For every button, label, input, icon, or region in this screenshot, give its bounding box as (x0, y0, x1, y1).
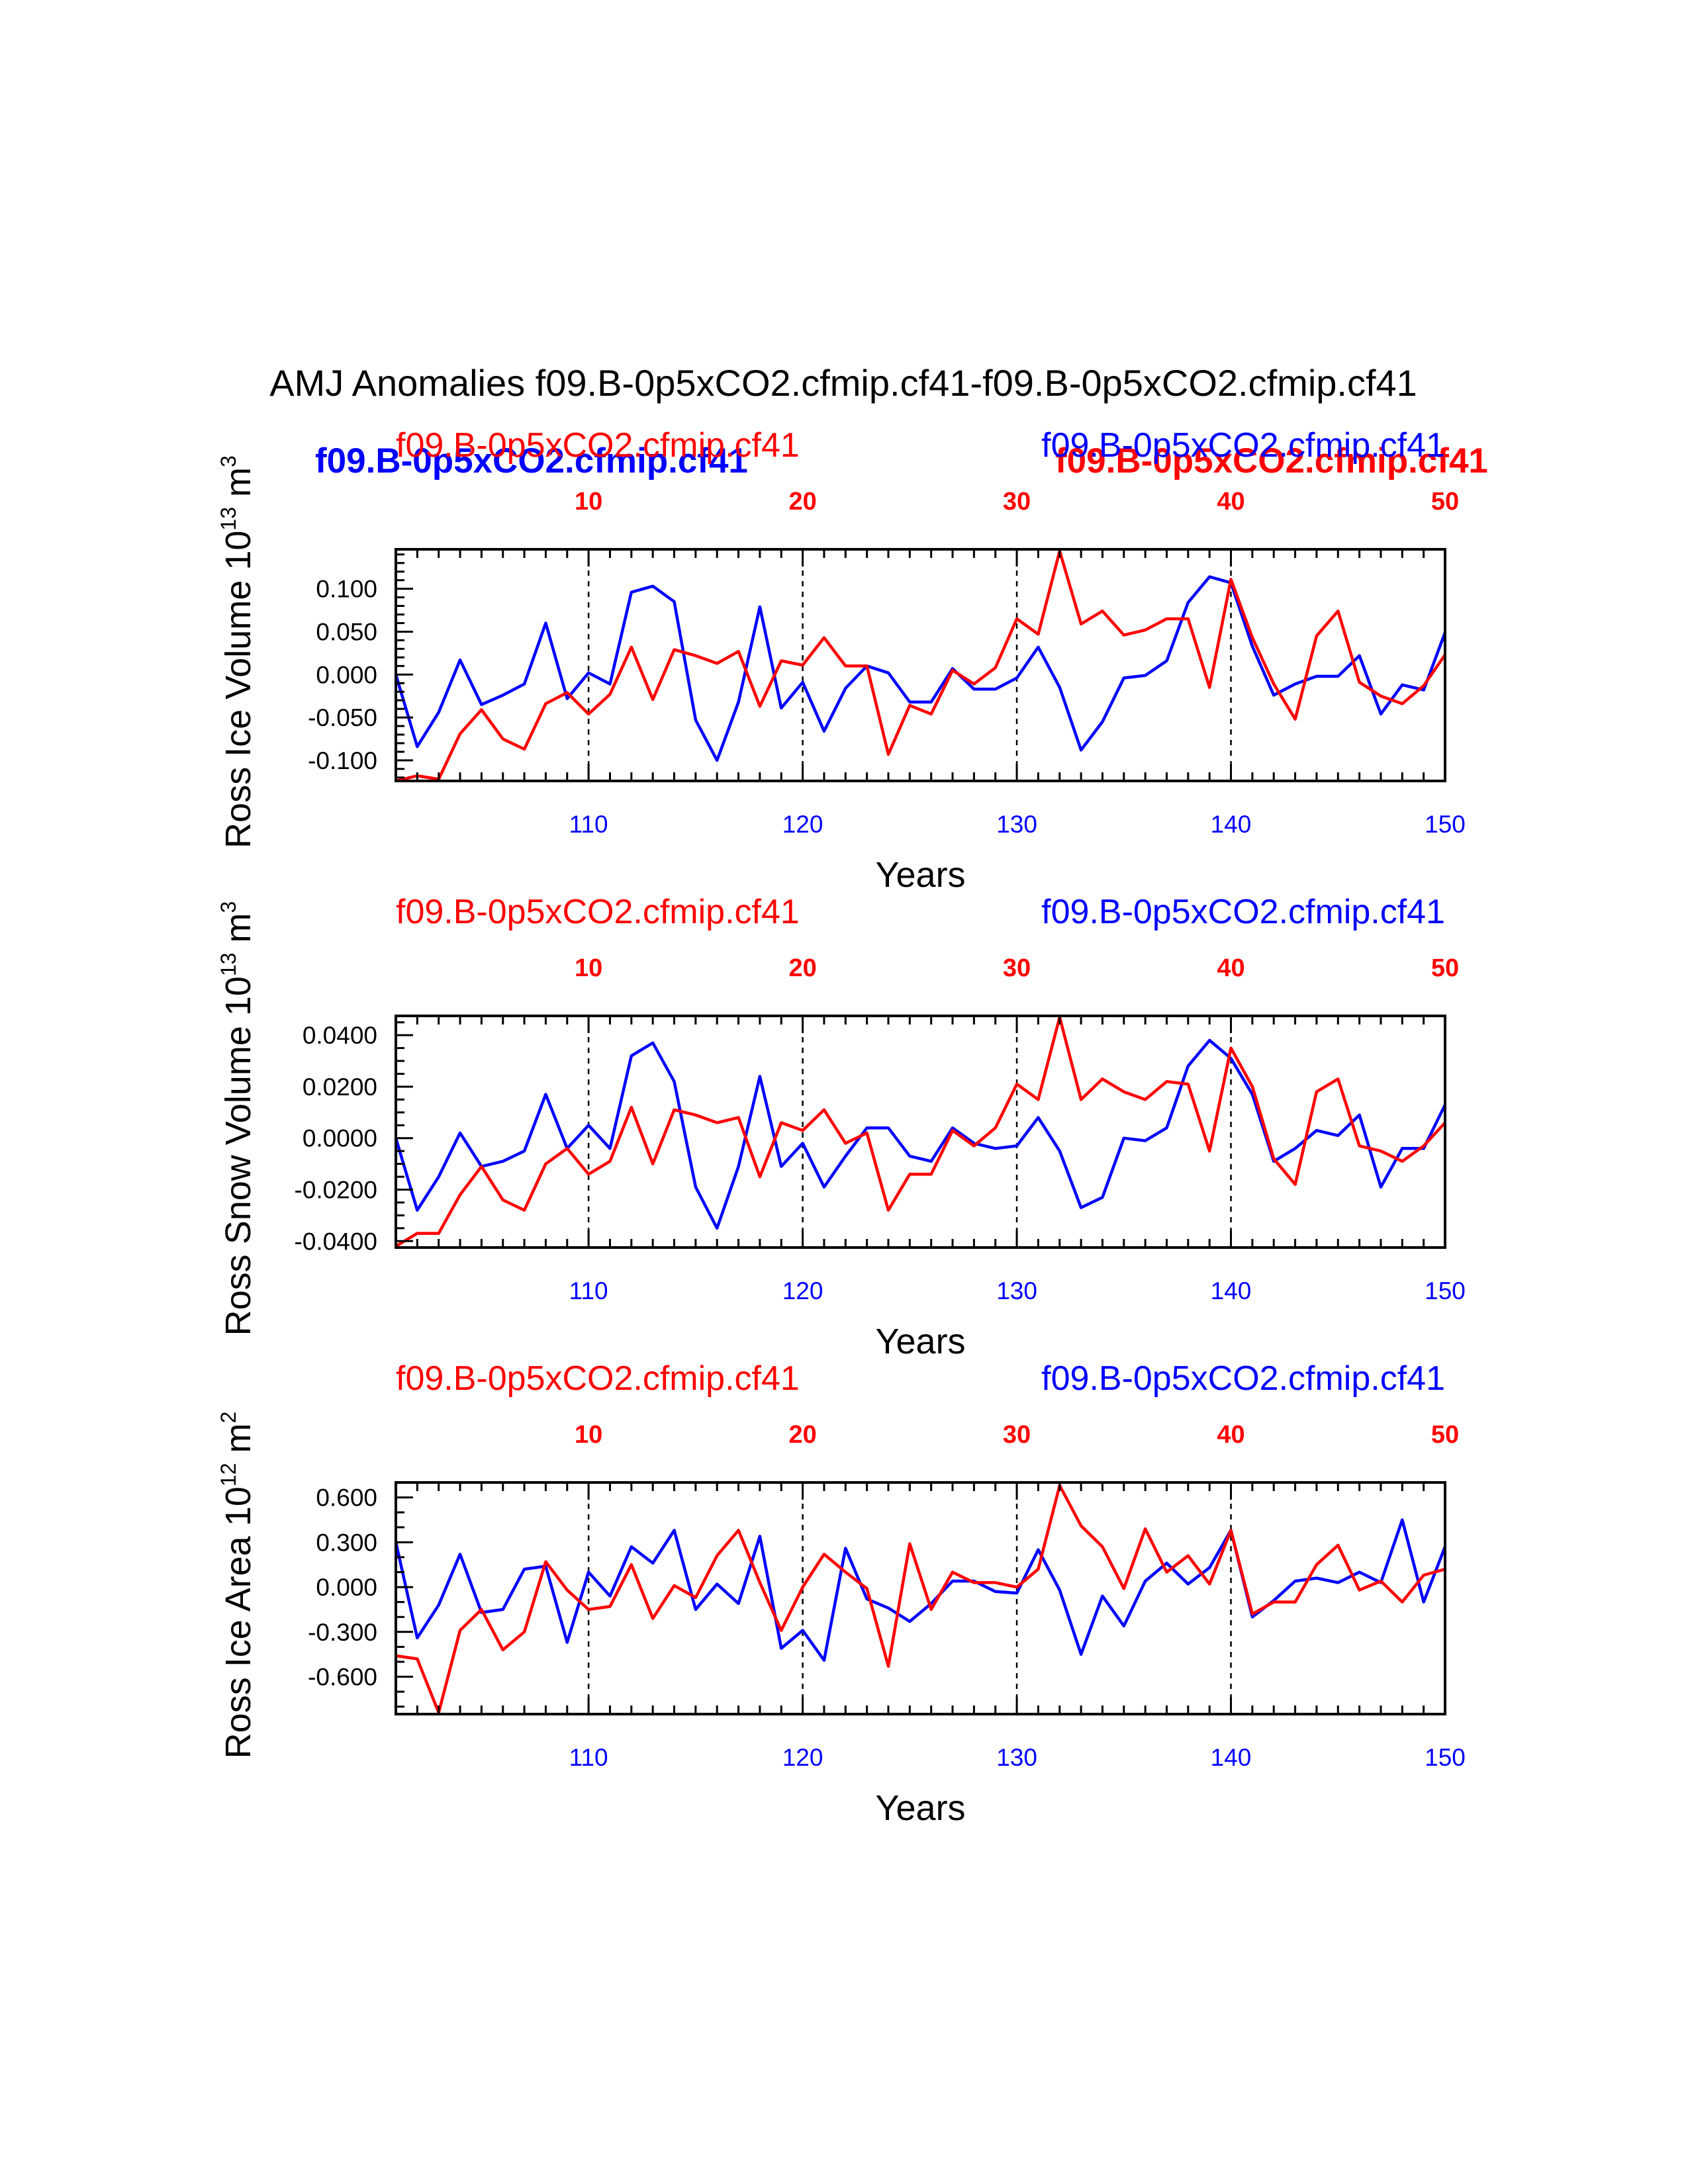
y-tick-label: 0.0000 (303, 1125, 377, 1152)
x-tick-label: 130 (996, 1277, 1037, 1304)
top-tick-label: 40 (1217, 954, 1244, 982)
x-axis-title: Years (875, 1322, 965, 1361)
y-tick-label: -0.050 (308, 704, 377, 731)
y-axis-title-exponent: 13 (216, 952, 240, 976)
y-tick-label: -0.0400 (295, 1228, 378, 1255)
top-label-left: f09.B-0p5xCO2.cfmip.cf41 (396, 1359, 800, 1398)
top-label-right: f09.B-0p5xCO2.cfmip.cf41 (1041, 426, 1445, 465)
top-label-left: f09.B-0p5xCO2.cfmip.cf41 (396, 893, 800, 931)
plot-frame (395, 1481, 1446, 1715)
series-line (395, 549, 1446, 783)
series-line (394, 1518, 1447, 1662)
y-tick-label: 0.100 (316, 576, 377, 603)
top-tick-label: 50 (1431, 954, 1459, 982)
series-line (394, 1038, 1447, 1230)
top-tick-label: 50 (1431, 1421, 1459, 1449)
x-axis-title: Years (875, 855, 965, 895)
top-tick-label: 20 (788, 488, 816, 516)
y-tick-label: -0.300 (308, 1619, 377, 1646)
y-tick-label: -0.100 (308, 747, 377, 774)
x-tick-label: 120 (782, 1744, 823, 1771)
y-axis-title-main: Ross Snow Volume 10 (218, 976, 258, 1336)
top-tick-label: 20 (788, 954, 816, 982)
x-tick-label: 140 (1211, 1744, 1252, 1771)
x-axis-title: Years (875, 1788, 965, 1828)
y-tick-label: 0.0200 (303, 1073, 377, 1101)
top-tick-label: 10 (575, 488, 602, 516)
x-tick-label: 140 (1211, 811, 1252, 838)
chart-panel-ross-snow-volume: 110 120 130 140 150 10 20 30 40 50 -0.0400 -0.0200 0… (216, 893, 1466, 1361)
top-tick-label: 30 (1003, 1421, 1031, 1449)
y-tick-label: -0.600 (308, 1664, 377, 1691)
series-line (395, 1484, 1446, 1714)
top-tick-label: 20 (788, 1421, 816, 1449)
y-tick-label: 0.050 (316, 618, 377, 645)
y-tick-label: 0.0400 (303, 1022, 377, 1049)
x-tick-label: 110 (569, 1277, 608, 1304)
chart-panel-ross-ice-area: 110 120 130 140 150 10 20 30 40 50 -0.600 -0.300 0.0… (216, 1359, 1466, 1828)
y-axis-title: Ross Ice Volume 1013 m3 (216, 455, 258, 848)
x-tick-label: 150 (1425, 1744, 1466, 1771)
top-label-right: f09.B-0p5xCO2.cfmip.cf41 (1041, 893, 1445, 931)
plot-frame (395, 548, 1446, 782)
figure-title: AMJ Anomalies f09.B-0p5xCO2.cfmip.cf41-f… (269, 362, 1417, 404)
top-tick-label: 40 (1217, 488, 1244, 516)
y-axis-title-unit: m (218, 467, 258, 507)
y-tick-label: 0.000 (316, 661, 377, 688)
top-tick-label: 50 (1431, 488, 1459, 516)
y-axis-title-exponent: 13 (216, 507, 240, 531)
top-tick-label: 10 (575, 954, 602, 982)
panels: 110 120 130 140 150 10 20 30 40 50 -0.100 -0.050 0.0… (216, 426, 1466, 1828)
x-tick-label: 120 (782, 811, 823, 838)
y-axis-title: Ross Snow Volume 1013 m3 (216, 901, 258, 1336)
y-axis-title-unit: m (218, 913, 258, 952)
y-axis-title-unit-exponent: 2 (216, 1412, 240, 1424)
top-tick-label: 30 (1003, 488, 1031, 516)
series-line (394, 575, 1447, 762)
y-tick-label: 0.000 (316, 1574, 377, 1601)
y-axis-title-unit-exponent: 3 (216, 901, 240, 913)
y-tick-label: 0.600 (316, 1484, 377, 1512)
x-tick-label: 130 (996, 1744, 1037, 1771)
top-label-left: f09.B-0p5xCO2.cfmip.cf41 (396, 426, 800, 465)
y-axis-title: Ross Ice Area 1012 m2 (216, 1412, 258, 1759)
chart-panel-ross-ice-volume: 110 120 130 140 150 10 20 30 40 50 -0.100 -0.050 0.0… (216, 426, 1466, 895)
x-tick-label: 120 (782, 1277, 823, 1304)
y-tick-label: -0.0200 (295, 1177, 378, 1204)
y-axis-title-main: Ross Ice Volume 10 (218, 531, 258, 848)
y-axis-title-unit: m (218, 1423, 258, 1463)
x-tick-label: 140 (1211, 1277, 1252, 1304)
series-line (395, 1015, 1446, 1248)
x-tick-label: 150 (1425, 1277, 1466, 1304)
y-axis-title-main: Ross Ice Area 10 (218, 1486, 258, 1758)
y-axis-title-exponent: 12 (216, 1463, 240, 1486)
x-tick-label: 110 (569, 811, 608, 838)
y-axis-title-unit-exponent: 3 (216, 455, 240, 467)
x-tick-label: 150 (1425, 811, 1466, 838)
top-tick-label: 30 (1003, 954, 1031, 982)
top-label-right: f09.B-0p5xCO2.cfmip.cf41 (1041, 1359, 1445, 1398)
x-tick-label: 110 (569, 1744, 608, 1771)
overlay-right-label: f09.B-0p5xCO2.cfmip.cf41 (1055, 441, 1488, 480)
top-tick-label: 40 (1217, 1421, 1244, 1449)
overlay-left-label: f09.B-0p5xCO2.cfmip.cf41 (315, 441, 748, 480)
top-tick-label: 10 (575, 1421, 602, 1449)
plot-frame (395, 1015, 1446, 1249)
x-tick-label: 130 (996, 811, 1037, 838)
y-tick-label: 0.300 (316, 1529, 377, 1556)
